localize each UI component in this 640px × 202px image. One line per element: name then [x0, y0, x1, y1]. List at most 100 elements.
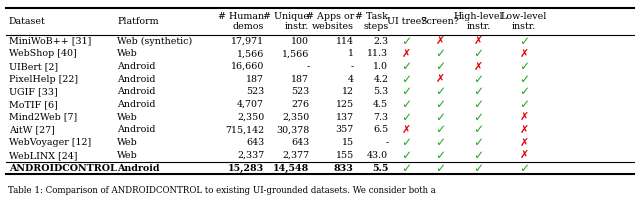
Text: # Unique
instr.: # Unique instr. — [263, 12, 309, 31]
Text: Web: Web — [117, 151, 138, 160]
Text: ✓: ✓ — [435, 123, 445, 136]
Text: ✓: ✓ — [518, 162, 529, 175]
Text: ✓: ✓ — [435, 47, 445, 60]
Text: 5.5: 5.5 — [372, 164, 388, 173]
Text: WebLINX [24]: WebLINX [24] — [9, 151, 77, 160]
Text: ✓: ✓ — [474, 123, 484, 136]
Text: Android: Android — [117, 75, 156, 84]
Text: 357: 357 — [335, 125, 354, 135]
Text: ✓: ✓ — [474, 162, 484, 175]
Text: Low-level
instr.: Low-level instr. — [500, 12, 547, 31]
Text: 6.5: 6.5 — [373, 125, 388, 135]
Text: 16,660: 16,660 — [231, 62, 264, 71]
Text: ✓: ✓ — [474, 85, 484, 98]
Text: ✓: ✓ — [435, 136, 445, 149]
Text: 15: 15 — [342, 138, 354, 147]
Text: ✓: ✓ — [401, 73, 412, 86]
Text: Android: Android — [117, 164, 160, 173]
Text: 2,350: 2,350 — [237, 113, 264, 122]
Text: -: - — [306, 62, 309, 71]
Text: 187: 187 — [246, 75, 264, 84]
Text: Dataset: Dataset — [9, 17, 45, 26]
Text: ✗: ✗ — [519, 125, 529, 135]
Text: 523: 523 — [246, 87, 264, 96]
Text: 7.3: 7.3 — [373, 113, 388, 122]
Text: PixelHelp [22]: PixelHelp [22] — [9, 75, 78, 84]
Text: ✓: ✓ — [518, 85, 529, 98]
Text: ✓: ✓ — [518, 35, 529, 47]
Text: 715,142: 715,142 — [225, 125, 264, 135]
Text: ✓: ✓ — [401, 35, 412, 47]
Text: ✓: ✓ — [401, 111, 412, 124]
Text: 2.3: 2.3 — [373, 37, 388, 45]
Text: 2,337: 2,337 — [237, 151, 264, 160]
Text: 1.0: 1.0 — [373, 62, 388, 71]
Text: ✓: ✓ — [435, 111, 445, 124]
Text: ✗: ✗ — [402, 125, 411, 135]
Text: 2,377: 2,377 — [282, 151, 309, 160]
Text: WebShop [40]: WebShop [40] — [9, 49, 77, 58]
Text: 1,566: 1,566 — [237, 49, 264, 58]
Text: Mind2Web [7]: Mind2Web [7] — [9, 113, 77, 122]
Text: ✓: ✓ — [518, 73, 529, 86]
Text: 114: 114 — [336, 37, 354, 45]
Text: Table 1: Comparison of ANDROIDCONTROL to existing UI-grounded datasets. We consi: Table 1: Comparison of ANDROIDCONTROL to… — [8, 186, 435, 195]
Text: Android: Android — [117, 100, 156, 109]
Text: -: - — [385, 138, 388, 147]
Text: # Apps or
websites: # Apps or websites — [306, 12, 354, 31]
Text: Platform: Platform — [117, 17, 159, 26]
Text: ✓: ✓ — [518, 60, 529, 73]
Text: Android: Android — [117, 125, 156, 135]
Text: 643: 643 — [246, 138, 264, 147]
Text: # Human
demos: # Human demos — [218, 12, 264, 31]
Text: ✗: ✗ — [402, 49, 411, 59]
Text: ✓: ✓ — [435, 60, 445, 73]
Text: UIBert [2]: UIBert [2] — [9, 62, 58, 71]
Text: ✗: ✗ — [519, 49, 529, 59]
Text: WebVoyager [12]: WebVoyager [12] — [9, 138, 91, 147]
Text: Android: Android — [117, 62, 156, 71]
Text: Web: Web — [117, 138, 138, 147]
Text: Android: Android — [117, 87, 156, 96]
Text: MiniWoB++ [31]: MiniWoB++ [31] — [9, 37, 92, 45]
Text: 30,378: 30,378 — [276, 125, 309, 135]
Text: 1: 1 — [348, 49, 354, 58]
Text: 4: 4 — [348, 75, 354, 84]
Text: ✓: ✓ — [401, 149, 412, 162]
Text: ✓: ✓ — [435, 98, 445, 111]
Text: ✓: ✓ — [435, 85, 445, 98]
Text: Web: Web — [117, 49, 138, 58]
Text: MoTIF [6]: MoTIF [6] — [9, 100, 58, 109]
Text: ✓: ✓ — [474, 149, 484, 162]
Text: 14,548: 14,548 — [273, 164, 309, 173]
Text: AitW [27]: AitW [27] — [9, 125, 55, 135]
Text: 5.3: 5.3 — [373, 87, 388, 96]
Text: ✗: ✗ — [519, 150, 529, 160]
Text: 4,707: 4,707 — [237, 100, 264, 109]
Text: -: - — [351, 62, 354, 71]
Text: 125: 125 — [336, 100, 354, 109]
Text: Web: Web — [117, 113, 138, 122]
Text: 15,283: 15,283 — [228, 164, 264, 173]
Text: 137: 137 — [336, 113, 354, 122]
Text: ✓: ✓ — [474, 47, 484, 60]
Text: 833: 833 — [334, 164, 354, 173]
Text: 11.3: 11.3 — [367, 49, 388, 58]
Text: 100: 100 — [291, 37, 309, 45]
Text: 2,350: 2,350 — [282, 113, 309, 122]
Text: 1,566: 1,566 — [282, 49, 309, 58]
Text: # Task
steps: # Task steps — [355, 12, 388, 31]
Text: 155: 155 — [335, 151, 354, 160]
Text: 276: 276 — [291, 100, 309, 109]
Text: ✓: ✓ — [474, 111, 484, 124]
Text: ✗: ✗ — [435, 74, 444, 84]
Text: 4.2: 4.2 — [373, 75, 388, 84]
Text: ✓: ✓ — [435, 162, 445, 175]
Text: ✓: ✓ — [474, 73, 484, 86]
Text: 187: 187 — [291, 75, 309, 84]
Text: ✓: ✓ — [401, 98, 412, 111]
Text: UGIF [33]: UGIF [33] — [9, 87, 58, 96]
Text: 17,971: 17,971 — [231, 37, 264, 45]
Text: ✓: ✓ — [435, 149, 445, 162]
Text: ✗: ✗ — [519, 112, 529, 122]
